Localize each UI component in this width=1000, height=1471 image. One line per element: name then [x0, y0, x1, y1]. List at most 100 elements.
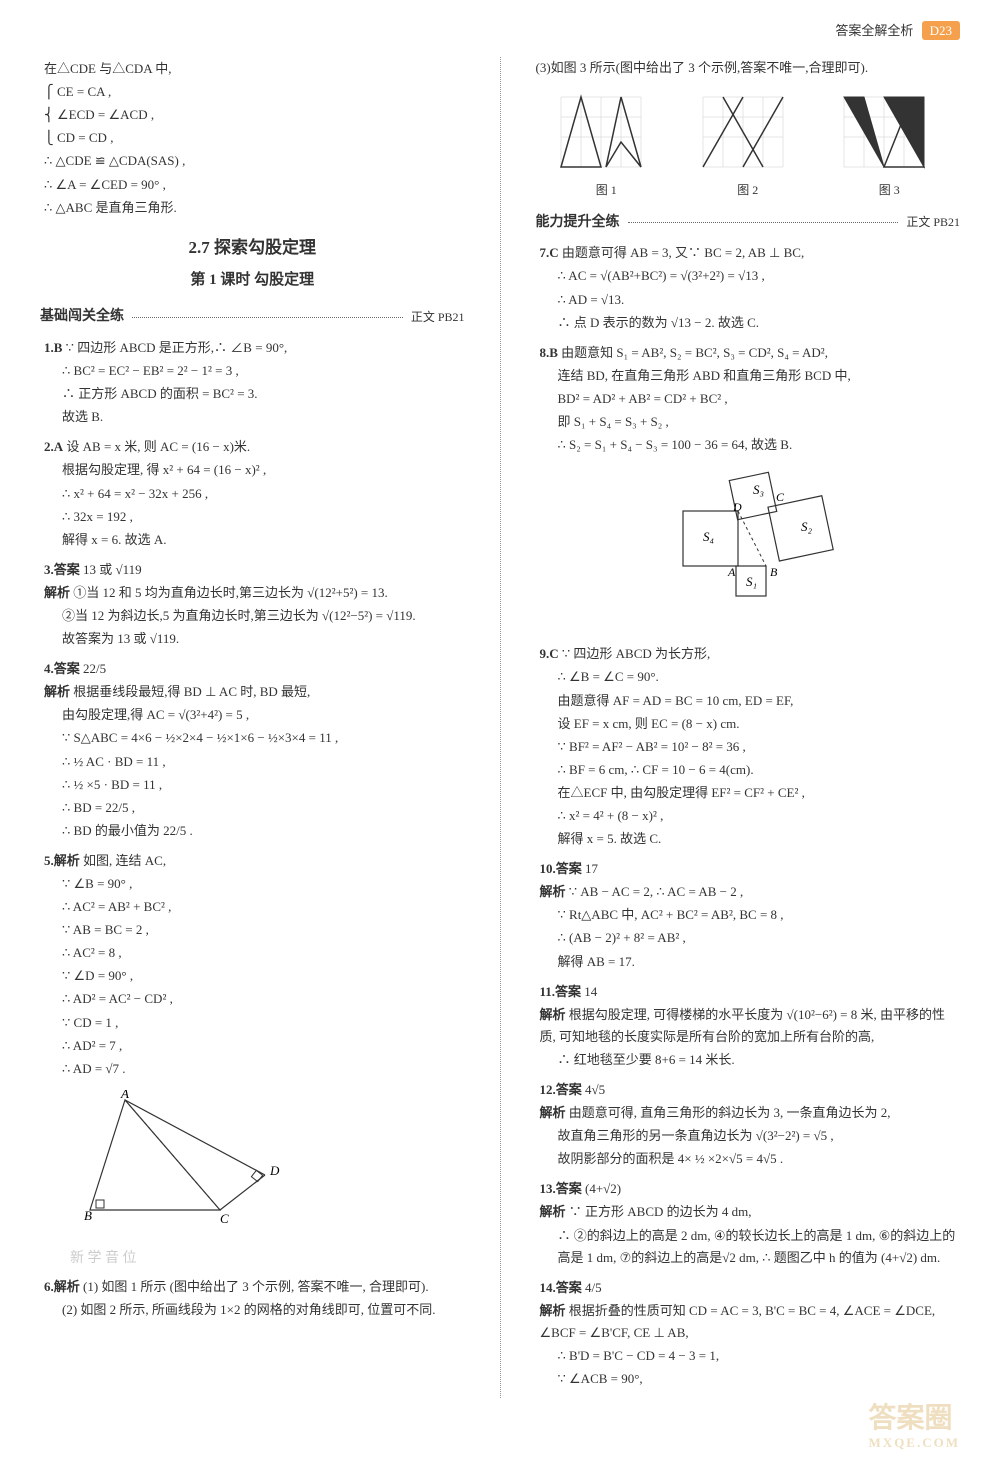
watermark: 答案圈 MXQE.COM [869, 1402, 960, 1451]
q7: 7.C 由题意可得 AB = 3, 又∵ BC = 2, AB ⊥ BC, ∴ … [536, 242, 961, 333]
sub-title: 第 1 课时 勾股定理 [40, 268, 465, 294]
q6-l2: (2) 如图 2 所示, 所画线段为 1×2 的网格的对角线即可, 位置可不同. [44, 1299, 465, 1321]
q12-l1: 由题意可得, 直角三角形的斜边长为 3, 一条直角边长为 2, [569, 1105, 891, 1120]
q5-l8: ∴ AD² = 7 , [44, 1035, 465, 1057]
q6: 6.解析 (1) 如图 1 所示 (图中给出了 3 个示例, 答案不唯一, 合理… [40, 1276, 465, 1321]
faded-text: 新 学 音 位 [70, 1247, 465, 1271]
q5-l9: ∴ AD = √7 . [44, 1058, 465, 1080]
q7-l4: ∴ 点 D 表示的数为 √13 − 2. 故选 C. [540, 312, 961, 334]
q1-l3: ∴ 正方形 ABCD 的面积 = BC² = 3. [44, 383, 465, 405]
q14-l1: 根据折叠的性质可知 CD = AC = 3, B'C = BC = 4, ∠AC… [540, 1303, 936, 1340]
q6-num: 6.解析 [44, 1279, 80, 1294]
q9: 9.C ∵ 四边形 ABCD 为长方形, ∴ ∠B = ∠C = 90°. 由题… [536, 643, 961, 850]
q9-l4: 设 EF = x cm, 则 EC = (8 − x) cm. [540, 713, 961, 735]
q9-l6: ∴ BF = 6 cm, ∴ CF = 10 − 6 = 4(cm). [540, 759, 961, 781]
left-column: 在△CDE 与△CDA 中, ⎧ CE = CA , ⎨ ∠ECD = ∠ACD… [40, 57, 465, 1398]
figure-row: 图 1 图 2 [536, 87, 961, 200]
intro-l1: 在△CDE 与△CDA 中, [44, 58, 465, 80]
q12-l2: 故直角三角形的另一条直角边长为 √(3²−2²) = √5 , [540, 1125, 961, 1147]
q5-l1: ∵ ∠B = 90° , [44, 873, 465, 895]
q1-l4: 故选 B. [44, 406, 465, 428]
basic-ref: 正文 PB21 [411, 307, 465, 327]
q9-l9: 解得 x = 5. 故选 C. [540, 828, 961, 850]
q4-l7: ∴ BD 的最小值为 22/5 . [44, 820, 465, 842]
q3-l3: 故答案为 13 或 √119. [44, 628, 465, 650]
q8: 8.B 由题意知 S₁ = AB², S₂ = BC², S₃ = CD², S… [536, 342, 961, 456]
svg-text:C: C [776, 490, 785, 504]
q10-l2: ∵ Rt△ABC 中, AC² + BC² = AB², BC = 8 , [540, 904, 961, 926]
q14-l3: ∵ ∠ACB = 90°, [540, 1368, 961, 1390]
q5-l2: ∴ AC² = AB² + BC² , [44, 896, 465, 918]
q1: 1.B ∵ 四边形 ABCD 是正方形,∴ ∠B = 90°, ∴ BC² = … [40, 337, 465, 428]
q3-h: 解析 [44, 585, 70, 600]
fig3-svg [834, 87, 944, 177]
svg-text:A: A [120, 1090, 129, 1101]
intro-l7: ∴ △ABC 是直角三角形. [44, 197, 465, 219]
q14: 14.答案 4/5 解析 根据折叠的性质可知 CD = AC = 3, B'C … [536, 1277, 961, 1390]
intro-l3: ⎨ ∠ECD = ∠ACD , [44, 104, 465, 126]
q5-l5: ∵ ∠D = 90° , [44, 965, 465, 987]
squares-figure: S₄ S₃ S₂ S₁ A B C D [536, 466, 961, 633]
q13-num: 13.答案 [540, 1181, 582, 1196]
q1-num: 1.B [44, 340, 62, 355]
q4-ans: 22/5 [83, 661, 106, 676]
fig1-label: 图 1 [551, 180, 661, 200]
q10-ans: 17 [585, 861, 598, 876]
q14-num: 14.答案 [540, 1280, 582, 1295]
q4-h: 解析 [44, 684, 70, 699]
q4-l2: 由勾股定理,得 AC = √(3²+4²) = 5 , [44, 704, 465, 726]
intro-l2: ⎧ CE = CA , [44, 81, 465, 103]
ability-header-text: 能力提升全练 [536, 211, 620, 235]
q14-l2: ∴ B'D = B'C − CD = 4 − 3 = 1, [540, 1345, 961, 1367]
q9-l8: ∴ x² = 4² + (8 − x)² , [540, 805, 961, 827]
q11-l1: 根据勾股定理, 可得楼梯的水平长度为 √(10²−6²) = 8 米, 由平移的… [540, 1007, 946, 1044]
svg-text:S₃: S₃ [753, 482, 764, 497]
q12-num: 12.答案 [540, 1082, 582, 1097]
intro-l4: ⎩ CD = CD , [44, 127, 465, 149]
q6-l1: (1) 如图 1 所示 (图中给出了 3 个示例, 答案不唯一, 合理即可). [83, 1279, 429, 1294]
q8-l2: 连结 BD, 在直角三角形 ABD 和直角三角形 BCD 中, [540, 365, 961, 387]
q4-l5: ∴ ½ ×5 · BD = 11 , [44, 774, 465, 796]
q11-num: 11.答案 [540, 984, 582, 999]
fig-intro: (3)如图 3 所示(图中给出了 3 个示例,答案不唯一,合理即可). [536, 57, 961, 79]
fig2-box: 图 2 [693, 87, 803, 200]
section-title: 2.7 探索勾股定理 [40, 234, 465, 263]
q3-l1: ①当 12 和 5 均为直角边长时,第三边长为 √(12²+5²) = 13. [73, 585, 388, 600]
q3-l2: ②当 12 为斜边长,5 为直角边长时,第三边长为 √(12²−5²) = √1… [44, 605, 465, 627]
q9-l3: 由题意得 AF = AD = BC = 10 cm, ED = EF, [540, 690, 961, 712]
q11: 11.答案 14 解析 根据勾股定理, 可得楼梯的水平长度为 √(10²−6²)… [536, 981, 961, 1071]
q8-l5: ∴ S₂ = S₁ + S₄ − S₃ = 100 − 36 = 64, 故选 … [540, 434, 961, 456]
q14-h: 解析 [540, 1303, 566, 1318]
svg-text:S₄: S₄ [703, 529, 715, 544]
q7-l3: ∴ AD = √13. [540, 289, 961, 311]
svg-text:A: A [727, 565, 736, 579]
fig1-svg [551, 87, 661, 177]
q7-l2: ∴ AC = √(AB²+BC²) = √(3²+2²) = √13 , [540, 265, 961, 287]
squares-svg: S₄ S₃ S₂ S₁ A B C D [648, 466, 848, 626]
q7-l1: 由题意可得 AB = 3, 又∵ BC = 2, AB ⊥ BC, [562, 245, 804, 260]
q4-l1: 根据垂线段最短,得 BD ⊥ AC 时, BD 最短, [73, 684, 310, 699]
q5-l0: 如图, 连结 AC, [83, 853, 166, 868]
svg-text:C: C [220, 1211, 229, 1226]
intro-l5: ∴ △CDE ≌ △CDA(SAS) , [44, 150, 465, 172]
q11-h: 解析 [540, 1007, 566, 1022]
q10-l1: ∵ AB − AC = 2, ∴ AC = AB − 2 , [569, 884, 743, 899]
q11-ans: 14 [584, 984, 597, 999]
q10-l4: 解得 AB = 17. [540, 951, 961, 973]
q12-ans: 4√5 [585, 1082, 605, 1097]
q13-l2: ∴ ②的斜边上的高是 2 dm, ④的较长边长上的高是 1 dm, ⑥的斜边上的… [540, 1225, 961, 1269]
ability-ref: 正文 PB21 [906, 212, 960, 232]
q5-l4: ∴ AC² = 8 , [44, 942, 465, 964]
q12-h: 解析 [540, 1105, 566, 1120]
q1-l2: ∴ BC² = EC² − EB² = 2² − 1² = 3 , [44, 360, 465, 382]
q4: 4.答案 22/5 解析 根据垂线段最短,得 BD ⊥ AC 时, BD 最短,… [40, 658, 465, 842]
q4-l4: ∴ ½ AC · BD = 11 , [44, 751, 465, 773]
q8-l3: BD² = AD² + AB² = CD² + BC² , [540, 388, 961, 410]
q12-l3: 故阴影部分的面积是 4× ½ ×2×√5 = 4√5 . [540, 1148, 961, 1170]
q13-l1: ∵ 正方形 ABCD 的边长为 4 dm, [569, 1204, 752, 1219]
fig2-label: 图 2 [693, 180, 803, 200]
q10-l3: ∴ (AB − 2)² + 8² = AB² , [540, 927, 961, 949]
watermark-main: 答案圈 [869, 1402, 960, 1436]
watermark-sub: MXQE.COM [869, 1435, 960, 1451]
q5-l3: ∵ AB = BC = 2 , [44, 919, 465, 941]
